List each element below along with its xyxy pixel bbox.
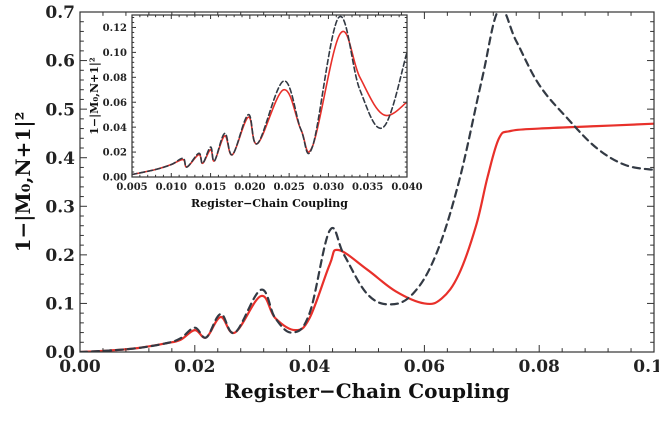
- inset-chart: 0.005 0.010 0.015 0.020 0.025 0.030 0.035 0.040…: [88, 14, 423, 210]
- y-tick-label: 0.10: [103, 48, 127, 59]
- x-tick-label: 0.010: [156, 182, 187, 193]
- x-tick-label: 0.06: [404, 357, 445, 377]
- y-tick-label: 0.2: [45, 246, 75, 266]
- inset-plot-frame: [131, 14, 408, 178]
- y-tick-label: 0.04: [103, 123, 127, 134]
- main-plot-frame: [79, 11, 655, 353]
- x-tick-label: 0.015: [195, 182, 226, 193]
- main-series-dashed-line: [80, 12, 654, 352]
- y-tick-label: 0.06: [103, 98, 127, 109]
- x-tick-label: 0.10: [633, 357, 659, 377]
- y-tick-label: 0.3: [45, 197, 75, 217]
- x-tick-label: 0.00: [59, 357, 101, 377]
- y-tick-label: 0.00: [103, 173, 127, 184]
- main-series-group: [80, 12, 654, 352]
- main-series-solid-line: [80, 122, 654, 352]
- inset-x-axis: 0.005 0.010 0.015 0.020 0.025 0.030 0.035 0.040: [116, 15, 423, 193]
- main-y-axis-label: 1−|M₀,N+1|²: [11, 112, 35, 253]
- main-y-axis: 0.0 0.1 0.2 0.3 0.4 0.5 0.6 0.7: [45, 3, 654, 363]
- x-tick-label: 0.030: [313, 182, 344, 193]
- x-tick-label: 0.005: [116, 182, 147, 193]
- inset-y-axis: 0.00 0.02 0.04 0.06 0.08 0.10 0.12: [103, 16, 407, 184]
- y-tick-label: 0.5: [45, 100, 75, 120]
- y-tick-label: 0.08: [103, 73, 127, 84]
- inset-x-axis-label: Register−Chain Coupling: [191, 197, 348, 210]
- x-tick-label: 0.025: [273, 182, 304, 193]
- inset-series-dashed-line: [132, 15, 407, 176]
- y-tick-label: 0.7: [45, 3, 75, 23]
- x-tick-label: 0.020: [234, 182, 265, 193]
- x-tick-label: 0.08: [518, 357, 559, 377]
- x-tick-label: 0.035: [352, 182, 383, 193]
- y-tick-label: 0.12: [103, 23, 127, 34]
- y-tick-label: 0.6: [45, 52, 75, 72]
- y-tick-label: 0.0: [45, 343, 75, 363]
- inset-plot-background: [132, 15, 407, 177]
- x-tick-label: 0.04: [289, 357, 331, 377]
- inset-y-axis-label: 1−|M₀,N+1|²: [88, 57, 101, 135]
- main-x-axis-label: Register−Chain Coupling: [224, 379, 509, 403]
- y-tick-label: 0.4: [45, 149, 75, 169]
- main-x-axis: 0.00 0.02 0.04 0.06 0.08 0.10: [59, 12, 659, 377]
- y-tick-label: 0.02: [103, 148, 127, 159]
- inset-series-group: [132, 15, 407, 176]
- x-tick-label: 0.02: [174, 357, 215, 377]
- x-tick-label: 0.040: [391, 182, 422, 193]
- y-tick-label: 0.1: [45, 295, 75, 315]
